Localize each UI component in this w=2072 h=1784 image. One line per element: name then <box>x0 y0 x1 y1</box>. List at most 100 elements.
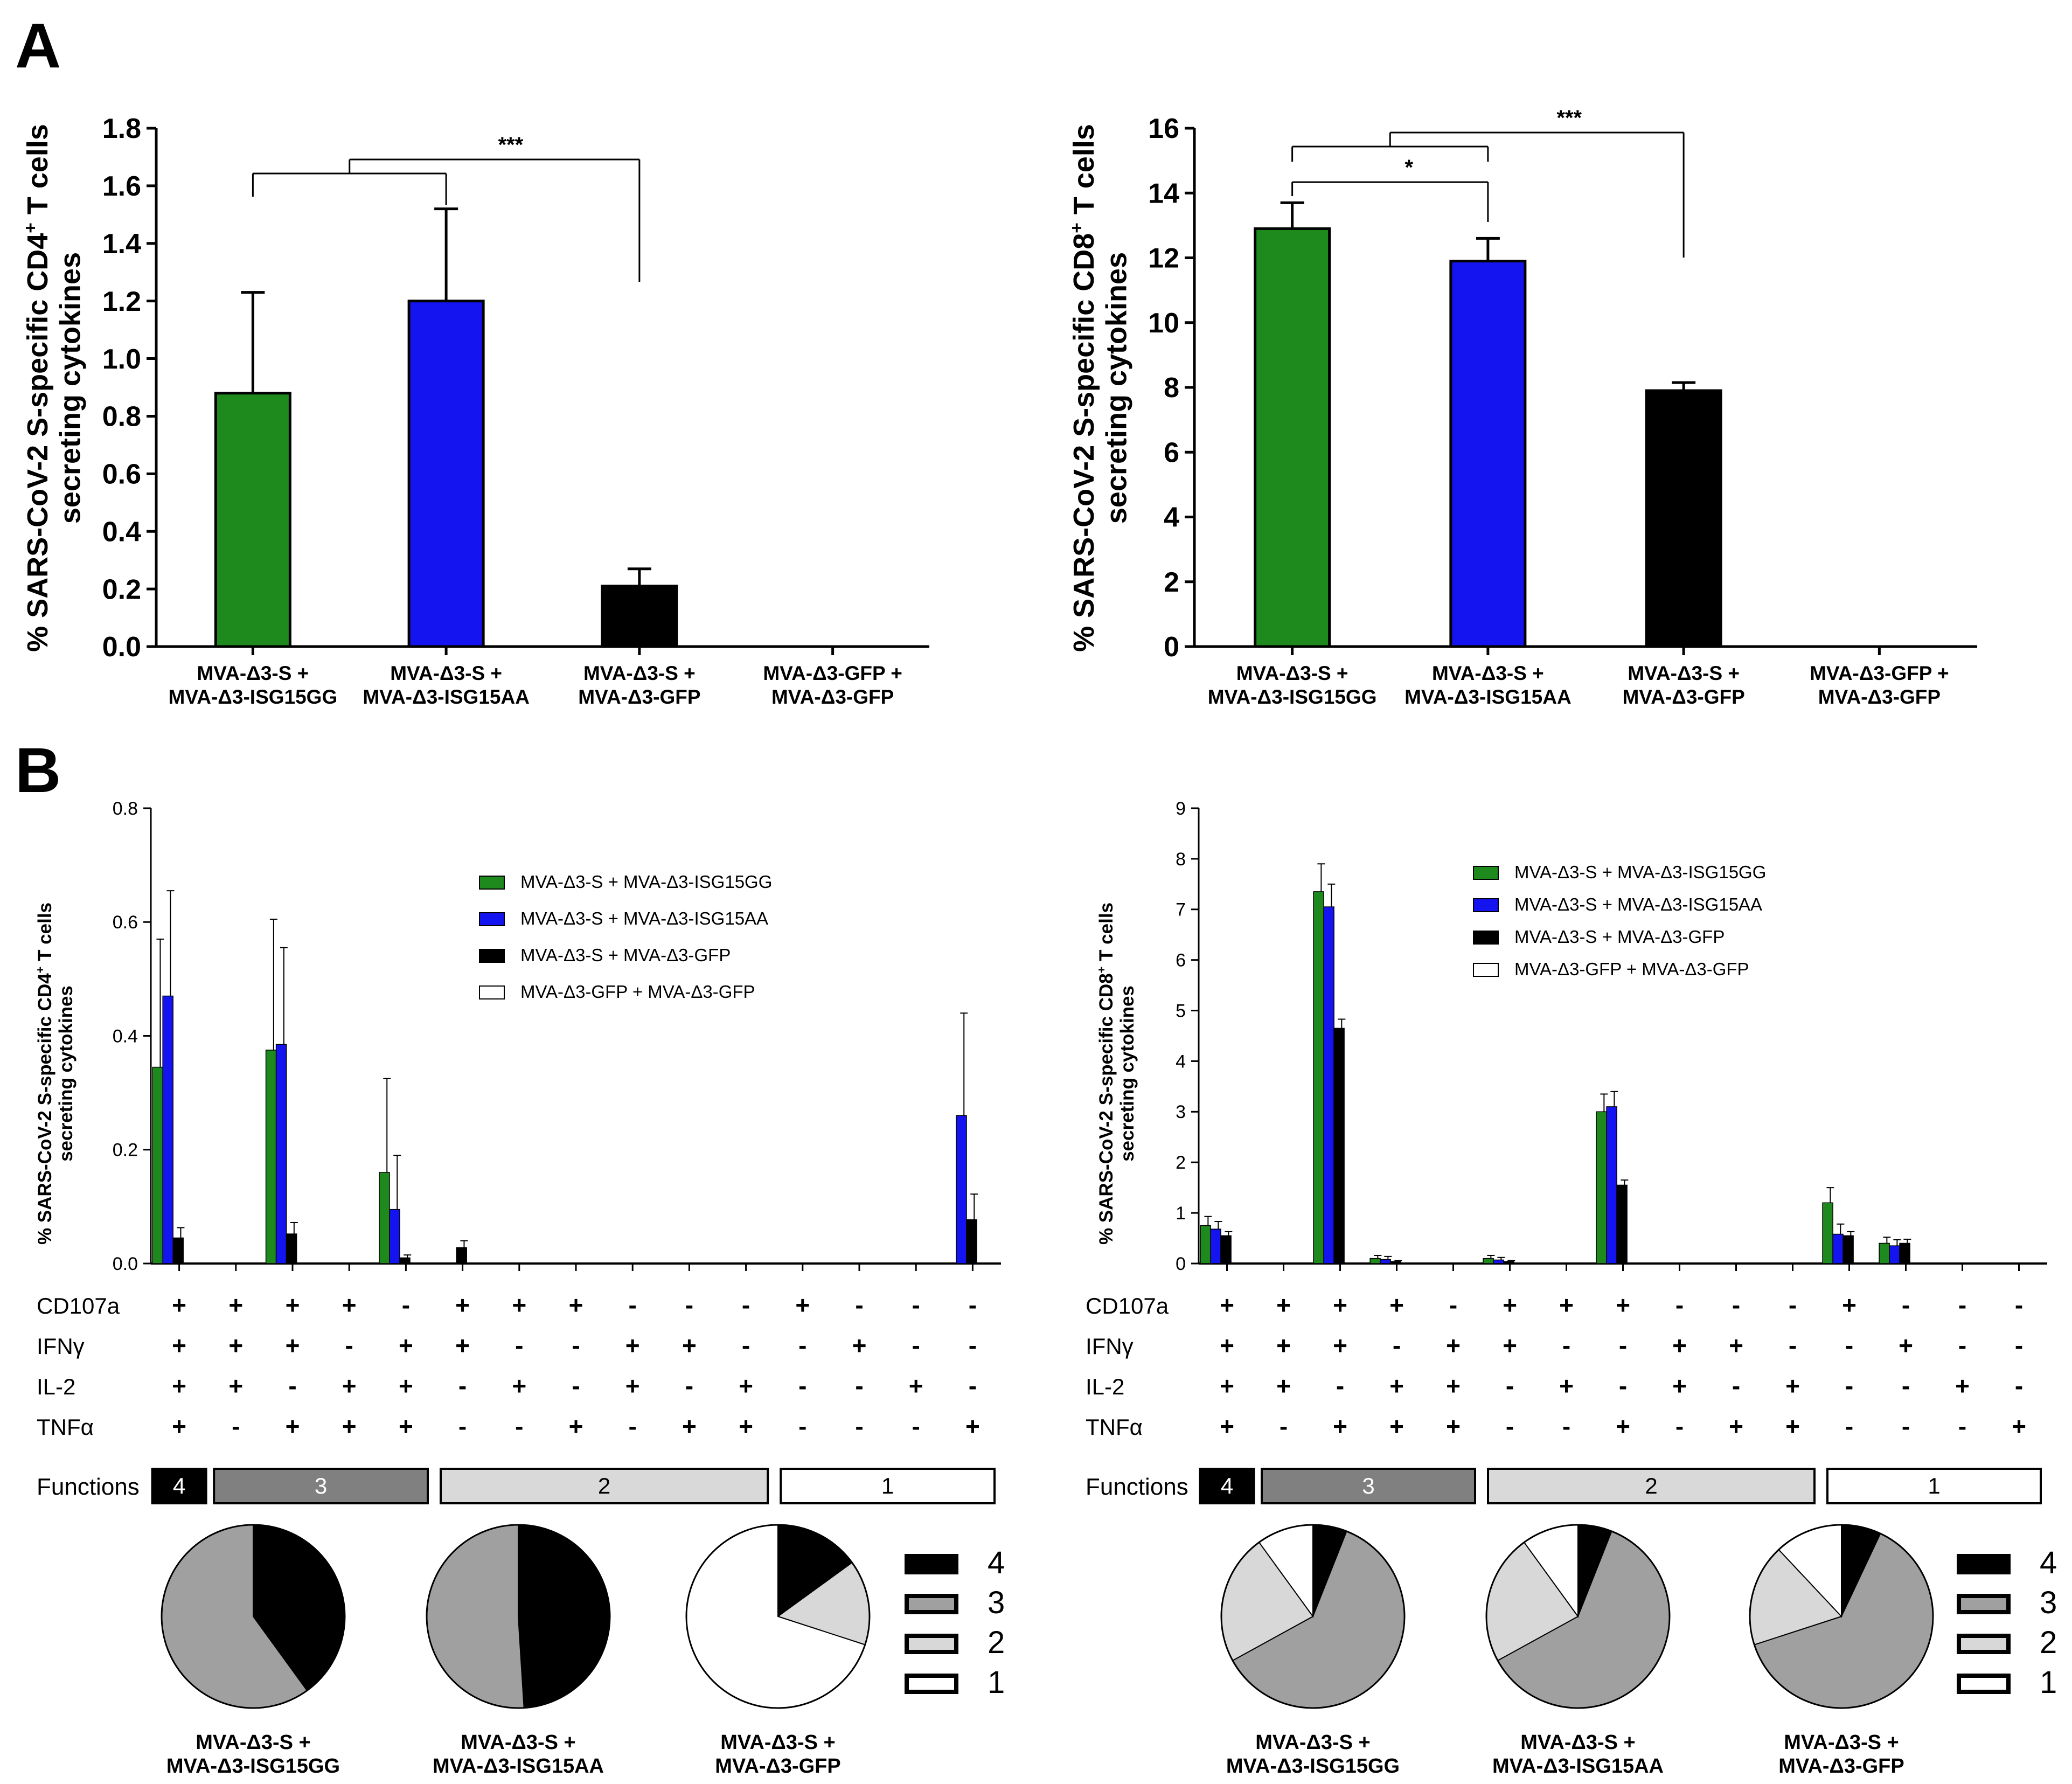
y-tick-label: 3 <box>1176 1102 1186 1122</box>
pie-legend-swatch <box>1957 1674 2011 1694</box>
combination-mark: + <box>1276 1291 1291 1319</box>
combination-mark: + <box>1899 1331 1913 1359</box>
combination-mark: + <box>682 1412 697 1440</box>
combination-mark: + <box>1559 1291 1574 1319</box>
x-category-label: MVA-Δ3-ISG15GG <box>169 686 338 708</box>
y-axis-label-line2: secreting cytokines <box>1117 985 1138 1162</box>
combination-mark: - <box>969 1372 977 1400</box>
y-tick-label: 6 <box>1164 437 1179 468</box>
pie-outline <box>1485 1524 1671 1709</box>
functions-box-label: 2 <box>1645 1473 1657 1498</box>
significance-label: * <box>1404 156 1413 179</box>
significance-label: *** <box>1556 106 1582 130</box>
bar <box>1220 1235 1232 1264</box>
combination-mark: - <box>1732 1291 1740 1319</box>
y-tick-label: 1.8 <box>102 113 141 144</box>
y-tick-label: 0.6 <box>113 912 138 933</box>
combination-mark: + <box>455 1331 470 1359</box>
legend-label: MVA-Δ3-S + MVA-Δ3-ISG15AA <box>520 908 768 928</box>
functions-box-label: 2 <box>598 1473 610 1498</box>
combination-mark: - <box>742 1331 750 1359</box>
pie-title: MVA-Δ3-ISG15GG <box>1226 1755 1400 1778</box>
y-axis-label-main: % SARS-CoV-2 S-specific CD8 <box>1068 233 1100 652</box>
combination-mark: - <box>2015 1291 2023 1319</box>
combination-mark: - <box>798 1372 806 1400</box>
combination-mark: + <box>342 1412 357 1440</box>
y-axis-label-sup: + <box>20 223 40 233</box>
combination-mark: - <box>912 1291 920 1319</box>
y-tick-label: 0.4 <box>102 516 141 547</box>
combination-mark: + <box>286 1331 300 1359</box>
bar <box>399 1257 411 1264</box>
pie-legend-label: 3 <box>988 1585 1005 1620</box>
combination-mark: - <box>458 1372 467 1400</box>
y-tick-label: 0 <box>1164 631 1179 663</box>
combination-mark: - <box>2015 1331 2023 1359</box>
y-axis-label: % SARS-CoV-2 S-specific CD8+ T cells <box>1095 903 1117 1245</box>
combination-mark: + <box>1333 1291 1347 1319</box>
legend-label: MVA-Δ3-GFP + MVA-Δ3-GFP <box>1514 959 1749 979</box>
combination-mark: + <box>1220 1291 1234 1319</box>
y-tick-label: 1.6 <box>102 171 141 202</box>
combination-mark: + <box>512 1291 526 1319</box>
y-tick-label: 10 <box>1148 308 1179 339</box>
pie-outline <box>685 1524 871 1709</box>
x-category-label: MVA-Δ3-GFP + <box>763 662 902 684</box>
combination-mark: - <box>742 1291 750 1319</box>
pie-title: MVA-Δ3-GFP <box>1778 1755 1904 1778</box>
pie-title: MVA-Δ3-S + <box>1784 1731 1899 1754</box>
bar <box>275 1044 287 1264</box>
functions-box-label: 3 <box>315 1473 327 1498</box>
combination-mark: + <box>795 1291 810 1319</box>
y-axis-label-tail: T cells <box>22 124 54 223</box>
y-axis-label-line2: secreting cytokines <box>54 252 86 524</box>
combination-mark: + <box>1446 1331 1461 1359</box>
pie-legend-swatch <box>1957 1594 2011 1614</box>
panel-label-b: B <box>15 735 61 806</box>
legend-label: MVA-Δ3-S + MVA-Δ3-ISG15GG <box>520 872 772 892</box>
combination-mark: + <box>399 1331 413 1359</box>
pie-legend-swatch <box>905 1634 958 1654</box>
x-category-label: MVA-Δ3-S + <box>1432 662 1544 684</box>
bar <box>966 1219 977 1264</box>
y-axis-label-tail: T cells <box>1096 903 1117 967</box>
x-category-label: MVA-Δ3-S + <box>583 662 696 684</box>
pie-title: MVA-Δ3-GFP <box>715 1755 841 1778</box>
x-category-label: MVA-Δ3-S + <box>1628 662 1740 684</box>
bar <box>1380 1259 1391 1264</box>
y-tick-label: 7 <box>1176 900 1186 920</box>
combination-mark: - <box>1732 1372 1740 1400</box>
combination-mark: + <box>399 1412 413 1440</box>
functions-box-label: 1 <box>1928 1473 1940 1498</box>
pie-legend-swatch <box>905 1674 958 1694</box>
y-tick-label: 9 <box>1176 799 1186 819</box>
legend-swatch <box>1473 898 1499 912</box>
combination-mark: - <box>345 1331 353 1359</box>
pie-legend-label: 4 <box>2040 1545 2057 1580</box>
combination-mark: + <box>1616 1291 1630 1319</box>
combination-mark: + <box>1503 1331 1517 1359</box>
y-tick-label: 0.8 <box>102 401 141 433</box>
pie-outline <box>1749 1524 1934 1709</box>
pie-legend-label: 2 <box>2040 1625 2057 1660</box>
combination-mark: + <box>1785 1372 1800 1400</box>
y-tick-label: 12 <box>1148 243 1179 274</box>
bar <box>1899 1242 1910 1264</box>
combination-mark: - <box>629 1412 637 1440</box>
functions-box-label: 4 <box>1221 1473 1233 1498</box>
combination-row-label: TNFα <box>37 1414 94 1440</box>
x-category-label: MVA-Δ3-GFP <box>578 686 700 708</box>
pie-title: MVA-Δ3-S + <box>196 1731 310 1754</box>
pie-legend-swatch <box>905 1594 958 1614</box>
combination-mark: + <box>1389 1291 1404 1319</box>
pie-outline <box>1220 1524 1406 1709</box>
y-axis-label: % SARS-CoV-2 S-specific CD4+ T cells <box>33 903 55 1245</box>
combination-mark: + <box>1220 1331 1234 1359</box>
combination-mark: - <box>798 1331 806 1359</box>
legend-swatch <box>1473 931 1499 945</box>
legend-label: MVA-Δ3-S + MVA-Δ3-GFP <box>1514 927 1725 947</box>
bar <box>1616 1184 1628 1264</box>
x-category-label: MVA-Δ3-GFP <box>771 686 894 708</box>
bar <box>1503 1261 1514 1264</box>
